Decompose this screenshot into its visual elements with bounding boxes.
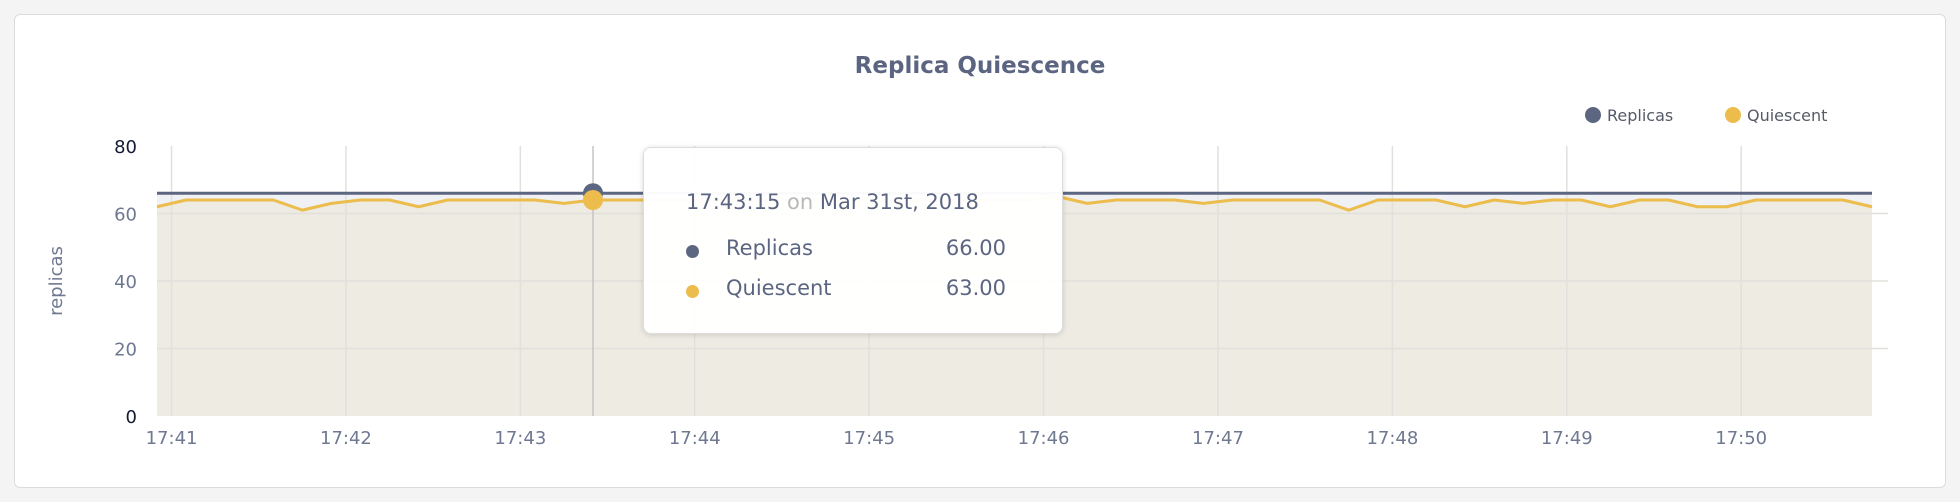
x-tick-label: 17:46 xyxy=(1018,428,1070,449)
legend-label-replicas: Replicas xyxy=(1607,106,1673,125)
tooltip-on: on xyxy=(787,190,814,214)
x-tick-label: 17:45 xyxy=(843,428,895,449)
y-tick-label: 60 xyxy=(114,205,137,226)
tooltip-header: 17:43:15 on Mar 31st, 2018 xyxy=(686,190,979,214)
y-tick-label: 80 xyxy=(114,137,137,158)
legend-label-quiescent: Quiescent xyxy=(1747,106,1827,125)
tooltip-time: 17:43:15 xyxy=(686,190,781,214)
x-tick-label: 17:50 xyxy=(1715,428,1767,449)
quiescent-dot-icon xyxy=(686,285,699,298)
x-tick-label: 17:47 xyxy=(1192,428,1244,449)
tooltip-label: Quiescent xyxy=(726,276,832,300)
hover-point-quiescent[interactable] xyxy=(583,190,604,210)
tooltip-value: 66.00 xyxy=(945,236,1006,260)
x-tick-label: 17:41 xyxy=(146,428,198,449)
tooltip-value: 63.00 xyxy=(945,276,1006,300)
y-tick-label: 40 xyxy=(114,272,137,293)
x-tick-label: 17:44 xyxy=(669,428,721,449)
tooltip-row-quiescent: Quiescent 63.00 xyxy=(684,276,1006,306)
y-tick-label: 0 xyxy=(126,407,137,428)
legend-item-quiescent[interactable]: Quiescent xyxy=(1725,106,1827,125)
legend-item-replicas[interactable]: Replicas xyxy=(1585,106,1673,125)
tooltip: 17:43:15 on Mar 31st, 2018 Replicas 66.0… xyxy=(643,147,1063,334)
x-tick-label: 17:42 xyxy=(320,428,372,449)
chart-title: Replica Quiescence xyxy=(855,53,1106,79)
y-axis-label: replicas xyxy=(46,246,67,316)
quiescent-dot-icon xyxy=(1725,107,1741,123)
x-tick-label: 17:49 xyxy=(1541,428,1593,449)
y-tick-label: 20 xyxy=(114,340,137,361)
tooltip-date: Mar 31st, 2018 xyxy=(819,190,979,214)
x-tick-label: 17:48 xyxy=(1366,428,1418,449)
tooltip-row-replicas: Replicas 66.00 xyxy=(684,236,1006,266)
tooltip-label: Replicas xyxy=(726,236,813,260)
x-tick-label: 17:43 xyxy=(494,428,546,449)
replicas-dot-icon xyxy=(1585,107,1601,123)
replicas-dot-icon xyxy=(686,245,699,258)
legend: Replicas Quiescent xyxy=(1585,106,1827,125)
